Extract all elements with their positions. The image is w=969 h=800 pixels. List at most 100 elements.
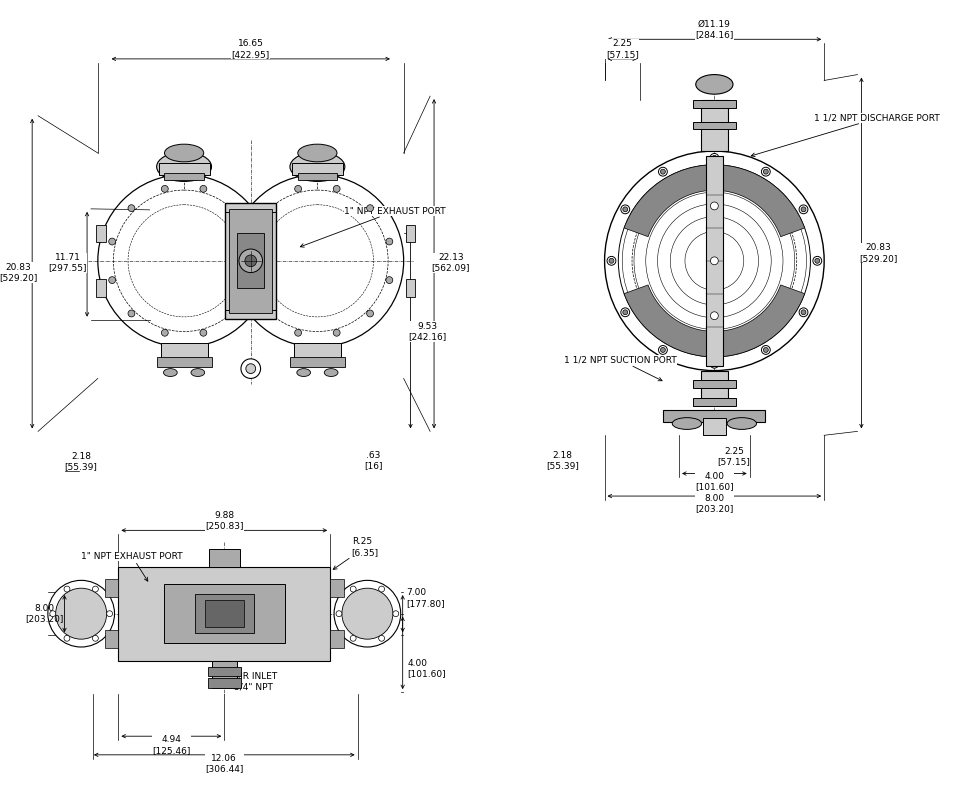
Circle shape (379, 586, 385, 592)
Ellipse shape (165, 144, 203, 162)
Circle shape (762, 346, 770, 354)
Circle shape (659, 346, 668, 354)
Circle shape (162, 186, 169, 192)
Ellipse shape (164, 369, 177, 377)
Circle shape (109, 277, 115, 283)
Ellipse shape (290, 152, 345, 182)
Circle shape (239, 249, 263, 273)
Text: 2.25
[57.15]: 2.25 [57.15] (717, 447, 750, 466)
Wedge shape (624, 285, 804, 357)
Circle shape (350, 635, 357, 642)
Circle shape (200, 186, 206, 192)
Ellipse shape (696, 74, 733, 94)
Ellipse shape (297, 144, 337, 162)
Ellipse shape (672, 418, 702, 430)
Circle shape (109, 238, 115, 245)
Circle shape (764, 170, 768, 174)
Bar (159, 162, 209, 174)
Circle shape (379, 635, 385, 642)
Bar (406, 279, 416, 297)
Circle shape (710, 202, 718, 210)
Circle shape (342, 588, 392, 639)
Circle shape (366, 205, 373, 211)
Circle shape (64, 635, 70, 642)
Text: 8.00
[203.20]: 8.00 [203.20] (26, 604, 64, 623)
Circle shape (386, 277, 392, 283)
Circle shape (621, 205, 630, 214)
Circle shape (661, 347, 666, 352)
Circle shape (262, 310, 268, 317)
Circle shape (334, 580, 401, 647)
Text: 22.13
[562.09]: 22.13 [562.09] (431, 253, 470, 273)
Bar (161, 343, 207, 361)
Circle shape (712, 362, 717, 366)
Text: 12.06
[306.44]: 12.06 [306.44] (205, 754, 243, 774)
Bar (230, 209, 272, 313)
Text: 1" NPT EXHAUST PORT: 1" NPT EXHAUST PORT (81, 552, 183, 581)
Bar (257, 207, 276, 314)
Text: 11.71
[297.55]: 11.71 [297.55] (48, 253, 86, 273)
Circle shape (799, 205, 808, 214)
Bar (330, 630, 344, 648)
Circle shape (799, 308, 808, 317)
Circle shape (234, 205, 240, 211)
Bar (118, 566, 330, 661)
Bar (164, 584, 285, 643)
Circle shape (295, 330, 301, 336)
Text: AIR INLET
3/4" NPT: AIR INLET 3/4" NPT (225, 668, 277, 691)
Circle shape (710, 359, 719, 368)
Circle shape (661, 170, 666, 174)
Text: 1" NPT EXHAUST PORT: 1" NPT EXHAUST PORT (300, 206, 446, 247)
Circle shape (262, 205, 268, 211)
Text: 16.65
[422.95]: 16.65 [422.95] (232, 39, 270, 58)
Text: 1 1/2 NPT DISCHARGE PORT: 1 1/2 NPT DISCHARGE PORT (751, 114, 940, 157)
Circle shape (246, 364, 256, 374)
Circle shape (623, 310, 628, 314)
Circle shape (801, 310, 806, 314)
Circle shape (710, 257, 718, 265)
Bar (703, 418, 726, 435)
Circle shape (350, 586, 357, 592)
Bar (693, 398, 735, 406)
Ellipse shape (727, 418, 757, 430)
Circle shape (107, 610, 112, 617)
Circle shape (392, 610, 399, 617)
Circle shape (242, 238, 249, 245)
Circle shape (295, 186, 301, 192)
Circle shape (245, 255, 257, 266)
Bar (297, 173, 337, 181)
Bar (406, 225, 416, 242)
Bar (664, 410, 766, 422)
Bar (701, 370, 728, 405)
Circle shape (764, 347, 768, 352)
Circle shape (162, 330, 169, 336)
Circle shape (234, 310, 240, 317)
Circle shape (621, 308, 630, 317)
Text: .63
[16]: .63 [16] (364, 451, 383, 470)
Circle shape (64, 586, 70, 592)
Circle shape (607, 257, 616, 266)
Circle shape (801, 207, 806, 212)
Circle shape (815, 258, 820, 263)
Text: 2.18
[55.39]: 2.18 [55.39] (546, 451, 578, 470)
Circle shape (242, 277, 249, 283)
Ellipse shape (191, 369, 204, 377)
Text: 2.25
[57.15]: 2.25 [57.15] (606, 39, 639, 58)
Bar (225, 207, 244, 314)
Circle shape (200, 330, 206, 336)
Circle shape (49, 610, 55, 617)
Bar (237, 234, 265, 288)
Bar (294, 343, 341, 361)
Text: 2.18
[55.39]: 2.18 [55.39] (65, 452, 98, 471)
Ellipse shape (297, 369, 310, 377)
Circle shape (762, 167, 770, 176)
Circle shape (609, 258, 614, 263)
Text: 1 1/2 NPT SUCTION PORT: 1 1/2 NPT SUCTION PORT (564, 356, 677, 381)
Text: R.25
[6.35]: R.25 [6.35] (333, 538, 379, 570)
Bar (105, 630, 118, 648)
Bar (211, 661, 237, 688)
Circle shape (333, 186, 340, 192)
Text: 9.88
[250.83]: 9.88 [250.83] (205, 511, 243, 530)
Text: 4.94
[125.46]: 4.94 [125.46] (152, 735, 191, 754)
Bar (705, 156, 723, 366)
